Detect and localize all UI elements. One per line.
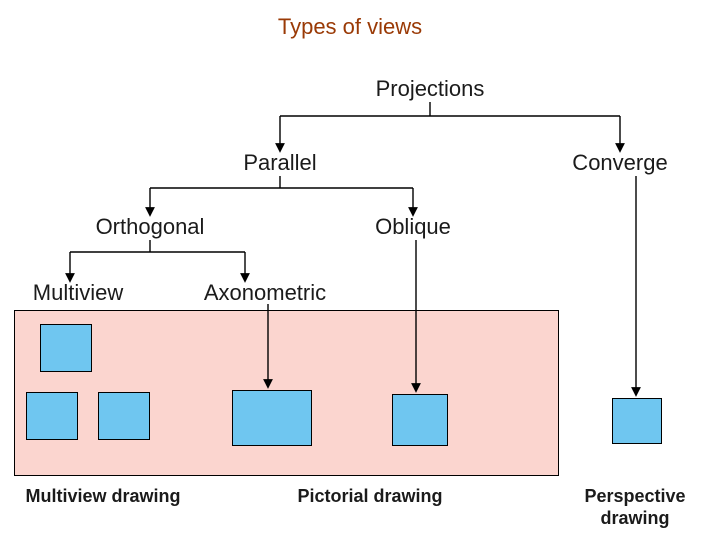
node-orthogonal: Orthogonal bbox=[96, 214, 205, 240]
diagram-title: Types of views bbox=[278, 14, 422, 40]
mv-small-2 bbox=[26, 392, 78, 440]
axo-box bbox=[232, 390, 312, 446]
mv-small-3 bbox=[98, 392, 150, 440]
node-parallel: Parallel bbox=[243, 150, 316, 176]
mv-small-1 bbox=[40, 324, 92, 372]
caption-pictorial: Pictorial drawing bbox=[297, 486, 442, 508]
caption-perspective-2: drawing bbox=[600, 508, 669, 530]
node-converge: Converge bbox=[572, 150, 667, 176]
node-axonometric: Axonometric bbox=[204, 280, 326, 306]
obl-box bbox=[392, 394, 448, 446]
caption-perspective-1: Perspective bbox=[584, 486, 685, 508]
node-multiview: Multiview bbox=[33, 280, 123, 306]
node-oblique: Oblique bbox=[375, 214, 451, 240]
conv-box bbox=[612, 398, 662, 444]
node-projections: Projections bbox=[376, 76, 485, 102]
caption-multiview: Multiview drawing bbox=[25, 486, 180, 508]
